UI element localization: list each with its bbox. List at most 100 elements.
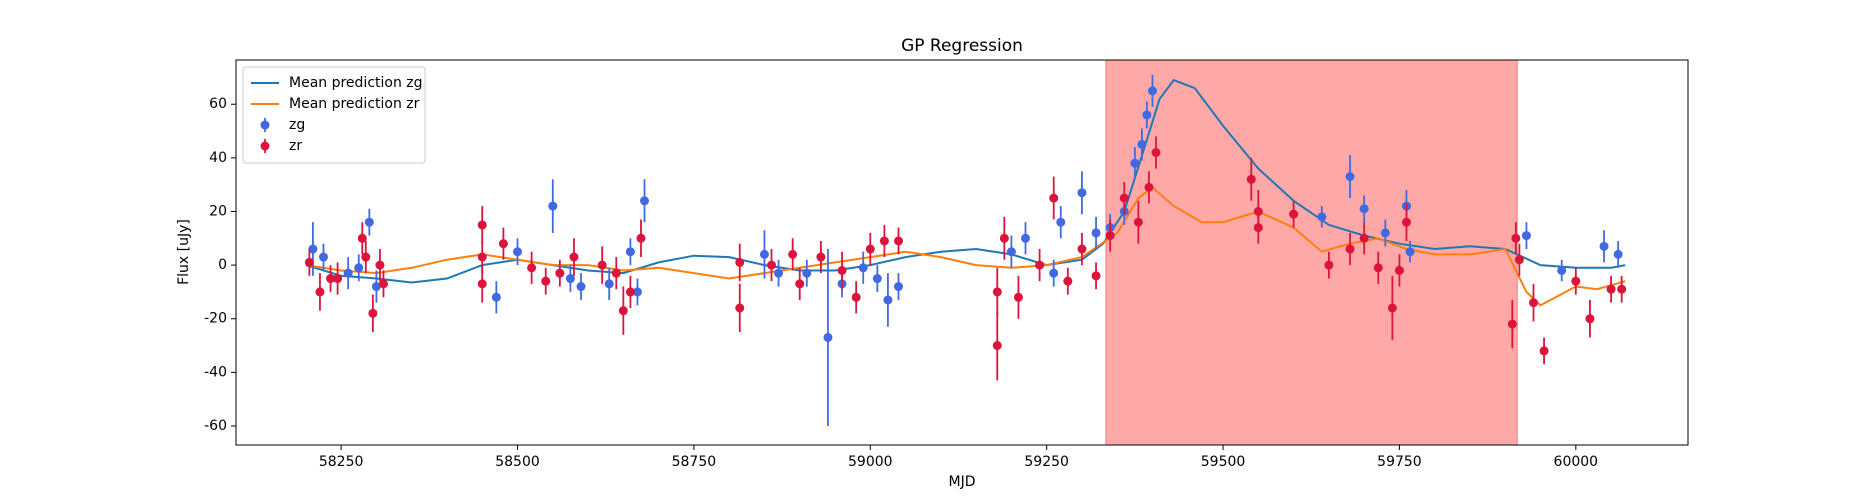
y-tick-label: 40	[209, 150, 227, 166]
data-point	[816, 252, 826, 262]
mean-line	[305, 186, 1626, 307]
data-point	[1289, 209, 1299, 219]
data-point	[611, 268, 621, 278]
data-point	[1063, 276, 1073, 286]
data-point	[759, 249, 769, 259]
data-point	[364, 217, 374, 227]
data-point	[326, 274, 336, 284]
data-point	[576, 282, 586, 292]
data-point	[1617, 284, 1627, 294]
data-point	[1119, 193, 1129, 203]
data-point	[477, 279, 487, 289]
y-axis-label: Flux [uJy]	[176, 219, 192, 285]
data-point	[992, 287, 1002, 297]
data-point	[548, 201, 558, 211]
data-point	[795, 279, 805, 289]
data-point	[767, 260, 777, 270]
data-point	[315, 287, 325, 297]
data-point	[368, 308, 378, 318]
data-point	[1246, 174, 1256, 184]
data-point	[636, 233, 646, 243]
data-point	[1557, 265, 1567, 275]
data-point	[1359, 233, 1369, 243]
data-point	[735, 257, 745, 267]
legend-swatch	[260, 120, 270, 130]
data-point	[883, 295, 893, 305]
data-point	[879, 236, 889, 246]
data-point	[1507, 319, 1517, 329]
legend-label: Mean prediction zg	[289, 75, 423, 91]
data-point	[1606, 284, 1616, 294]
highlight-span	[1105, 59, 1518, 446]
y-tick-label: -40	[204, 364, 227, 380]
data-point	[1585, 314, 1595, 324]
data-point	[555, 268, 565, 278]
data-point	[527, 263, 537, 273]
data-point	[1077, 244, 1087, 254]
data-point	[1373, 263, 1383, 273]
data-point	[1514, 255, 1524, 265]
x-tick-label: 59250	[1024, 454, 1069, 470]
data-point	[1006, 247, 1016, 257]
legend-swatch	[260, 141, 270, 151]
x-tick-label: 59000	[848, 454, 893, 470]
data-point	[1394, 265, 1404, 275]
data-point	[1317, 212, 1327, 222]
legend-label: zr	[289, 138, 302, 154]
data-point	[894, 282, 904, 292]
data-point	[851, 292, 861, 302]
data-point	[1137, 139, 1147, 149]
data-point	[375, 260, 385, 270]
data-point	[1345, 172, 1355, 182]
x-tick-label: 59500	[1201, 454, 1246, 470]
data-point	[1130, 158, 1140, 168]
data-point	[802, 268, 812, 278]
data-point	[597, 260, 607, 270]
data-point	[1521, 231, 1531, 241]
data-point	[992, 341, 1002, 351]
data-point	[1599, 241, 1609, 251]
data-point	[1253, 223, 1263, 233]
data-point	[894, 236, 904, 246]
data-point	[618, 306, 628, 316]
legend-label: Mean prediction zr	[289, 96, 420, 112]
data-point	[1401, 217, 1411, 227]
data-point	[498, 239, 508, 249]
data-point	[1049, 193, 1059, 203]
chart-title: GP Regression	[901, 36, 1023, 56]
data-point	[1359, 204, 1369, 214]
plot-frame	[235, 59, 1689, 446]
data-point	[371, 282, 381, 292]
data-point	[1091, 228, 1101, 238]
y-tick-label: 60	[209, 96, 227, 112]
data-point	[1020, 233, 1030, 243]
data-point	[378, 279, 388, 289]
data-point	[569, 252, 579, 262]
data-point	[1387, 303, 1397, 313]
data-point	[625, 287, 635, 297]
data-point	[513, 247, 523, 257]
data-point	[1144, 182, 1154, 192]
data-point	[354, 263, 364, 273]
data-point	[823, 332, 833, 342]
data-point	[774, 268, 784, 278]
data-point	[1147, 86, 1157, 96]
data-point	[1133, 217, 1143, 227]
data-point	[865, 244, 875, 254]
data-point	[1035, 260, 1045, 270]
data-point	[837, 265, 847, 275]
data-point	[1571, 276, 1581, 286]
data-point	[1405, 247, 1415, 257]
data-point	[1049, 268, 1059, 278]
data-point	[872, 274, 882, 284]
data-point	[1324, 260, 1334, 270]
data-point	[999, 233, 1009, 243]
data-point	[333, 274, 343, 284]
data-point	[477, 220, 487, 230]
data-point	[318, 252, 328, 262]
y-tick-label: -60	[204, 418, 227, 434]
legend-box	[242, 66, 426, 164]
data-point	[565, 274, 575, 284]
